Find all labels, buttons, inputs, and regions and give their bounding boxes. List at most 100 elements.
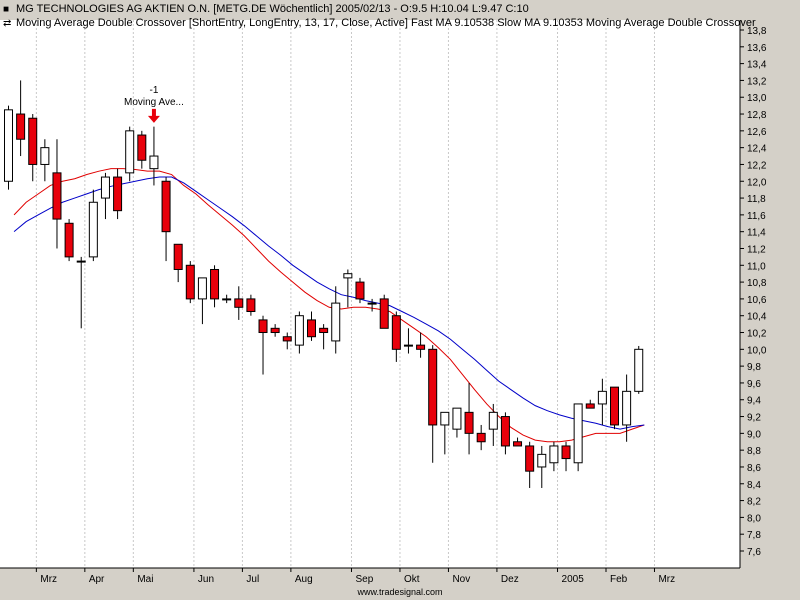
x-tick-label: Apr xyxy=(89,574,105,585)
candle xyxy=(367,298,377,312)
y-tick-label: 13,4 xyxy=(747,60,767,71)
candle xyxy=(403,328,413,354)
x-tick-label: Jun xyxy=(198,574,214,585)
candle xyxy=(525,441,535,488)
x-tick-label: Mrz xyxy=(658,574,675,585)
candle xyxy=(573,403,583,472)
candle xyxy=(294,311,304,354)
candle-body xyxy=(161,180,171,233)
y-tick-label: 11,6 xyxy=(747,211,766,222)
candle-body xyxy=(185,264,195,300)
candle xyxy=(64,219,74,262)
candle xyxy=(16,80,26,157)
candle-body xyxy=(88,201,98,258)
candle xyxy=(222,294,232,304)
y-tick-label: 11,4 xyxy=(747,228,766,239)
candle xyxy=(585,399,595,409)
y-tick-label: 9,6 xyxy=(747,379,761,390)
y-tick-label: 10,2 xyxy=(747,329,767,340)
candle xyxy=(597,378,607,425)
candle-body xyxy=(137,134,147,161)
plot-area[interactable] xyxy=(0,20,740,568)
candle xyxy=(549,441,559,472)
candle xyxy=(307,311,316,341)
candle-body xyxy=(452,407,462,430)
y-tick-label: 12,8 xyxy=(747,110,767,121)
chart-bullet-icon: ■ xyxy=(3,4,10,15)
candle-body xyxy=(16,113,26,140)
candle-body xyxy=(149,155,159,170)
candle xyxy=(76,256,86,329)
candle xyxy=(610,386,619,430)
candle-body xyxy=(500,416,510,447)
candle-body xyxy=(173,243,183,270)
x-tick-label: Okt xyxy=(404,574,420,585)
candle xyxy=(622,374,632,442)
candle xyxy=(452,407,462,438)
indicator-legend: ⇄ Moving Average Double Crossover [ShortE… xyxy=(3,17,756,29)
x-tick-label: Mrz xyxy=(40,574,57,585)
candle xyxy=(537,445,547,488)
y-tick-label: 8,4 xyxy=(747,480,761,491)
candle-body xyxy=(464,411,474,434)
time-axis: Mrz Apr Mai Jun Jul Aug Sep Okt Nov Dez 2005 Feb Mrz xyxy=(0,567,740,585)
y-tick-label: 12,0 xyxy=(747,177,767,188)
y-tick-label: 13,6 xyxy=(747,43,767,54)
y-tick-label: 8,0 xyxy=(747,513,761,524)
candle-body xyxy=(367,302,377,305)
candle xyxy=(476,424,486,451)
x-tick-label: Jul xyxy=(246,574,259,585)
candle-body xyxy=(307,319,316,338)
crossover-arrows-icon: ⇄ xyxy=(3,18,12,29)
candle-body xyxy=(585,403,595,409)
x-tick-label: Sep xyxy=(355,574,373,585)
candle-body xyxy=(52,172,62,220)
candle xyxy=(416,332,426,358)
signal-text: Moving Ave... xyxy=(124,97,184,108)
chart-title: ■ MG TECHNOLOGIES AG AKTIEN O.N. [METG.DE… xyxy=(3,3,529,15)
candle-body xyxy=(40,147,50,165)
y-tick-label: 8,2 xyxy=(747,497,761,508)
x-tick-label: Nov xyxy=(452,574,470,585)
fast-ma-line xyxy=(13,168,645,443)
x-tick-label: Mai xyxy=(137,574,153,585)
candle xyxy=(428,345,438,463)
candle xyxy=(391,311,401,362)
candle xyxy=(113,168,123,220)
watermark-footer: www.tradesignal.com xyxy=(357,587,443,597)
y-tick-label: 10,0 xyxy=(747,345,767,356)
y-tick-label: 10,8 xyxy=(747,278,767,289)
y-tick-label: 10,4 xyxy=(747,312,767,323)
candle-body xyxy=(573,403,583,464)
x-tick-label: Aug xyxy=(295,574,313,585)
candle xyxy=(464,382,474,455)
candle-body xyxy=(319,327,329,334)
candle-body xyxy=(379,298,389,329)
candle xyxy=(440,411,450,455)
x-tick-label: 2005 xyxy=(562,574,585,585)
candle-body xyxy=(488,411,498,430)
candle-body xyxy=(282,336,292,342)
candle-body xyxy=(537,453,547,468)
y-tick-label: 11,0 xyxy=(747,261,766,272)
candle-body xyxy=(513,441,523,447)
y-tick-label: 8,6 xyxy=(747,463,761,474)
candle xyxy=(513,437,523,447)
signal-label: -1 xyxy=(149,85,158,96)
x-tick-label: Feb xyxy=(610,574,628,585)
candle-body xyxy=(222,298,232,301)
candle-body xyxy=(391,315,401,350)
price-axis: 13,8 13,6 13,4 13,2 13,0 12,8 12,6 12,4 12,2 12,0… xyxy=(739,20,767,568)
candle-body xyxy=(622,390,632,426)
candles xyxy=(4,80,644,488)
candle-body xyxy=(428,348,438,426)
candle xyxy=(488,403,498,446)
y-tick-label: 13,8 xyxy=(747,26,767,37)
candle-body xyxy=(525,445,535,472)
candle xyxy=(185,261,195,304)
candle xyxy=(258,315,268,375)
y-tick-label: 12,6 xyxy=(747,127,767,138)
candle-body xyxy=(549,445,559,464)
y-tick-label: 9,2 xyxy=(747,413,761,424)
